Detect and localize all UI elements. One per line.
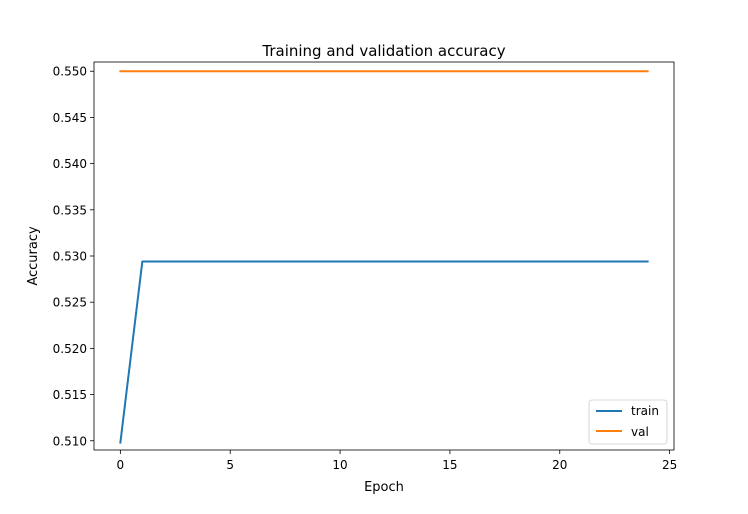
legend: train val (588, 399, 668, 445)
x-tick-label: 10 (332, 458, 347, 472)
y-tick-label: 0.545 (53, 111, 87, 125)
x-tick-label: 15 (442, 458, 457, 472)
legend-val-label: val (631, 425, 649, 439)
y-axis: 0.510 0.515 0.520 0.525 0.530 0.535 0.540 0.545… (53, 65, 94, 448)
y-tick-label: 0.520 (53, 342, 87, 356)
x-tick-label: 20 (552, 458, 567, 472)
y-tick-label: 0.515 (53, 388, 87, 402)
x-tick-label: 5 (226, 458, 234, 472)
x-axis-label: Epoch (364, 480, 404, 495)
x-axis: 0 5 10 15 20 25 (117, 450, 677, 472)
y-tick-label: 0.510 (53, 434, 87, 448)
y-axis-label: Accuracy (26, 226, 41, 286)
series-line-train (119, 260, 649, 444)
chart-title: Training and validation accuracy (261, 42, 505, 60)
x-tick-label: 0 (117, 458, 125, 472)
plot-area (93, 61, 675, 451)
legend-train-label: train (631, 404, 659, 418)
y-tick-label: 0.525 (53, 296, 87, 310)
x-tick-label: 25 (662, 458, 677, 472)
y-tick-label: 0.535 (53, 203, 87, 217)
y-tick-label: 0.540 (53, 157, 87, 171)
series-lines (119, 70, 649, 444)
y-tick-label: 0.530 (53, 250, 87, 264)
y-tick-label: 0.550 (53, 65, 87, 79)
